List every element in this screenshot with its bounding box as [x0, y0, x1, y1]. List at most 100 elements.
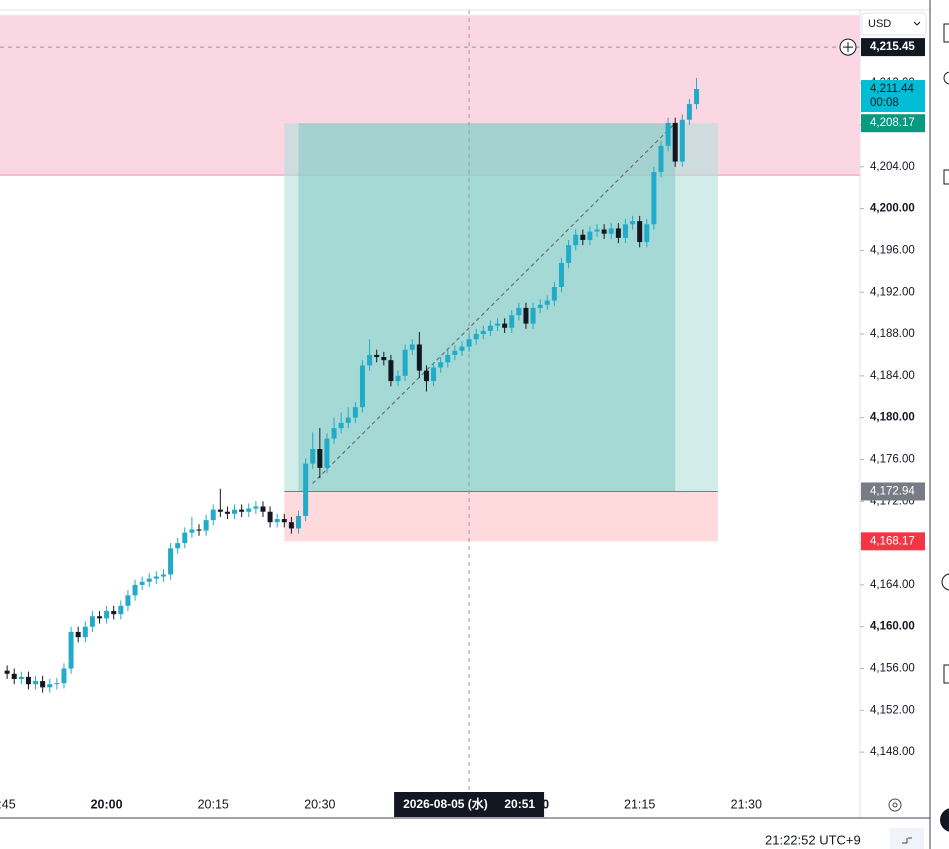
- plot: [0, 10, 860, 818]
- tool-icon[interactable]: [943, 23, 949, 43]
- candle-body: [68, 631, 74, 669]
- y-tick-label: 4,204.00: [870, 161, 915, 173]
- candle-body: [637, 221, 643, 243]
- candle-body: [409, 344, 415, 350]
- candle-body: [125, 595, 131, 606]
- currency-box[interactable]: [861, 12, 927, 36]
- candle-body: [615, 228, 621, 238]
- candle-body: [473, 334, 479, 340]
- candle-body: [402, 349, 408, 376]
- tool-icon[interactable]: [941, 573, 949, 591]
- candle-body: [40, 681, 46, 688]
- tool-icon[interactable]: [943, 664, 949, 684]
- candle-body: [25, 676, 31, 685]
- candle-body: [189, 529, 195, 533]
- candle-body: [224, 511, 230, 514]
- candle-body: [281, 519, 287, 523]
- candle-body: [423, 370, 429, 382]
- countdown: 00:08: [870, 97, 899, 109]
- side-toolbar: [940, 23, 949, 832]
- tool-icon[interactable]: [940, 808, 949, 832]
- currency[interactable]: USD: [868, 18, 891, 30]
- candle-body: [566, 245, 572, 263]
- candle-body: [47, 684, 53, 688]
- candle-body: [18, 676, 24, 679]
- candle-body: [573, 234, 579, 246]
- candle-body: [395, 375, 401, 382]
- candle-body: [622, 224, 628, 238]
- candle-body: [601, 229, 607, 234]
- candle-body: [516, 307, 522, 316]
- y-tick-label: 4,160.00: [870, 621, 915, 633]
- candle-body: [260, 506, 266, 512]
- candle-body: [359, 365, 365, 408]
- crosshair-price-label: 4,215.45: [870, 41, 915, 53]
- candle-body: [239, 509, 245, 512]
- expand-icon: [902, 837, 912, 844]
- y-tick-label: 4,156.00: [870, 663, 915, 675]
- candle-body: [139, 581, 145, 585]
- candle-body: [288, 522, 294, 529]
- last-price-box: [861, 80, 925, 113]
- candle-body: [587, 231, 593, 240]
- candle-body: [509, 315, 515, 328]
- candle-body: [551, 286, 557, 301]
- candle-body: [33, 681, 39, 685]
- y-tick-label: 4,148.00: [870, 746, 915, 758]
- candle-body: [495, 323, 501, 326]
- candle-body: [160, 574, 166, 577]
- tool-icon[interactable]: [943, 169, 949, 185]
- y-tick-label: 4,176.00: [870, 454, 915, 466]
- y-tick-label: 4,200.00: [870, 203, 915, 215]
- chevron: [913, 21, 921, 26]
- candle-body: [679, 119, 685, 162]
- last-price-label: 4,211.44: [870, 83, 915, 95]
- x-tick-label: 21:30: [731, 797, 762, 811]
- candle-body: [317, 449, 323, 468]
- candle-body: [665, 122, 671, 146]
- candle-body: [658, 145, 664, 173]
- stop-price-label: 4,168.17: [870, 535, 915, 547]
- x-tick-label: 20:00: [91, 797, 123, 811]
- candle-body: [544, 300, 550, 305]
- x-tick-label: 19:45: [0, 797, 16, 811]
- candle-body: [168, 548, 174, 575]
- candle-body: [61, 668, 67, 684]
- candle-body: [182, 532, 188, 544]
- candle-body: [480, 330, 486, 335]
- candle-body: [502, 323, 508, 328]
- candle-body: [274, 519, 280, 523]
- y-tick-label: 4,152.00: [870, 704, 915, 716]
- candle-body: [644, 224, 650, 243]
- target-price-box: [861, 114, 925, 133]
- candle-body: [651, 172, 657, 225]
- candle-body: [253, 506, 259, 509]
- gear[interactable]: [888, 798, 902, 812]
- candle-body: [246, 508, 252, 512]
- crosshair-price-box: [861, 38, 925, 57]
- currency-select[interactable]: USD: [861, 12, 927, 36]
- candle-body: [132, 584, 138, 596]
- candle-body: [594, 229, 600, 232]
- candle-body: [210, 509, 216, 521]
- candle-body: [196, 529, 202, 531]
- candle-body: [686, 104, 692, 120]
- settings-icon[interactable]: [888, 798, 902, 812]
- candle-body: [11, 673, 17, 679]
- gear-center: [892, 802, 898, 808]
- target-price-label: 4,208.17: [870, 117, 915, 129]
- candle-body: [367, 354, 373, 366]
- candle-body: [267, 511, 273, 523]
- tool-icon[interactable]: [943, 71, 949, 85]
- candle-body: [296, 515, 302, 529]
- crosshair-time: 20:51: [504, 797, 535, 811]
- candle-body: [630, 221, 636, 225]
- candle-body: [672, 122, 678, 162]
- candle-body: [175, 543, 181, 549]
- candle-body: [345, 417, 351, 423]
- candle-body: [331, 428, 337, 439]
- candle-body: [537, 304, 543, 308]
- entry-price-label: 4,172.94: [870, 485, 915, 497]
- candle-body: [303, 463, 309, 516]
